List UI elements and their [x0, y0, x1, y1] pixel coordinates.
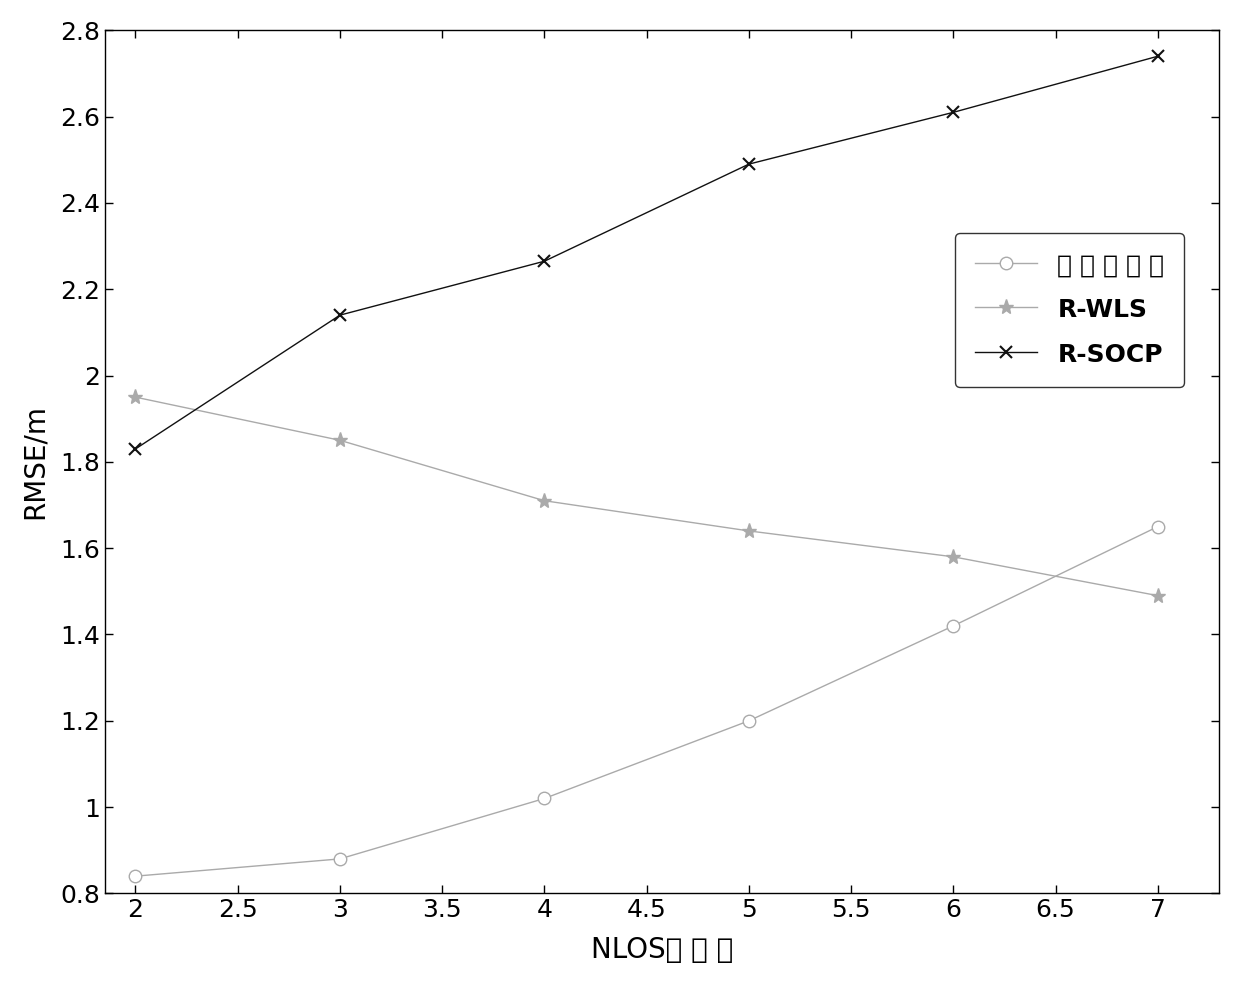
Line: 本 发 明 方 法: 本 发 明 方 法 — [129, 520, 1164, 883]
Line: R-WLS: R-WLS — [128, 389, 1166, 603]
R-WLS — [742, 525, 756, 537]
X-axis label: NLOS链 路 数: NLOS链 路 数 — [591, 936, 733, 964]
Line: R-SOCP: R-SOCP — [129, 50, 1164, 455]
R-WLS — [946, 551, 961, 562]
R-SOCP — [128, 443, 143, 455]
R-SOCP — [742, 159, 756, 170]
本 发 明 方 法 — [332, 853, 347, 865]
R-WLS — [332, 434, 347, 446]
R-WLS — [1151, 590, 1166, 602]
Legend: 本 发 明 方 法, R-WLS, R-SOCP: 本 发 明 方 法, R-WLS, R-SOCP — [955, 232, 1184, 387]
本 发 明 方 法 — [1151, 521, 1166, 533]
本 发 明 方 法 — [128, 870, 143, 882]
R-SOCP — [537, 255, 552, 267]
本 发 明 方 法 — [537, 793, 552, 805]
R-WLS — [128, 391, 143, 403]
R-WLS — [537, 494, 552, 506]
R-SOCP — [946, 106, 961, 118]
R-SOCP — [332, 309, 347, 321]
R-SOCP — [1151, 50, 1166, 62]
Y-axis label: RMSE/m: RMSE/m — [21, 405, 48, 519]
本 发 明 方 法 — [946, 620, 961, 631]
本 发 明 方 法 — [742, 715, 756, 727]
